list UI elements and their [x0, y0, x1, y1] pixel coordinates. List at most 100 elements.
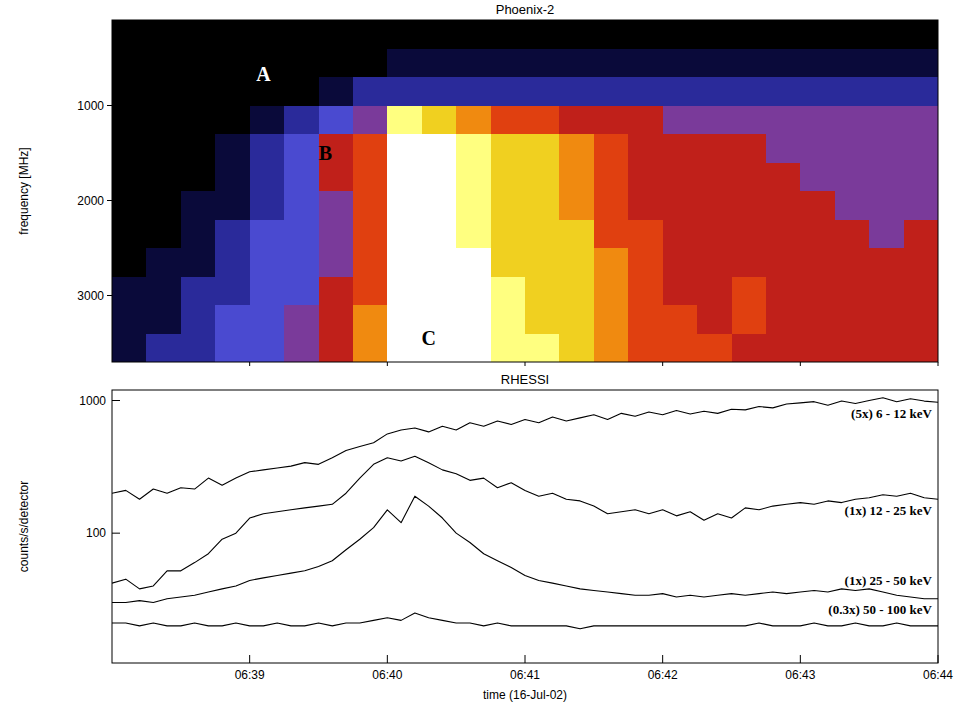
heatmap-cell — [491, 334, 526, 363]
heatmap-cell — [559, 248, 594, 277]
heatmap-cell — [869, 248, 904, 277]
heatmap-cell — [491, 49, 526, 78]
heatmap-cell — [112, 277, 147, 306]
heatmap-cell — [491, 163, 526, 192]
plot-background — [112, 20, 938, 362]
heatmap-cell — [800, 220, 835, 249]
heatmap-cell — [628, 220, 663, 249]
heatmap-cell — [904, 77, 938, 106]
heatmap-cell — [732, 191, 767, 220]
heatmap-cell — [215, 191, 250, 220]
heatmap-cell — [284, 77, 319, 106]
heatmap-cell — [732, 20, 767, 49]
heatmap-cell — [250, 191, 285, 220]
heatmap-cell — [663, 49, 698, 78]
heatmap-cell — [559, 49, 594, 78]
heatmap-cell — [319, 191, 354, 220]
heatmap-cell — [284, 134, 319, 163]
heatmap-cell — [766, 248, 801, 277]
heatmap-cell — [319, 106, 354, 135]
heatmap-cell — [904, 163, 938, 192]
heatmap-cell — [904, 106, 938, 135]
heatmap-cell — [353, 163, 388, 192]
heatmap-cell — [215, 220, 250, 249]
y-tick-label: 1000 — [77, 99, 104, 113]
x-tick — [387, 655, 388, 663]
heatmap-cell — [800, 106, 835, 135]
heatmap-cell — [697, 106, 732, 135]
heatmap-cell — [732, 49, 767, 78]
annotation: A — [256, 63, 271, 85]
heatmap-cell — [250, 248, 285, 277]
heatmap-cell — [697, 163, 732, 192]
x-tick — [387, 362, 388, 366]
heatmap-cell — [456, 163, 491, 192]
heatmap-cell — [112, 134, 147, 163]
x-tick — [249, 362, 250, 366]
heatmap-cell — [250, 334, 285, 363]
series-label-group: (1x) 12 - 25 keV — [843, 503, 935, 518]
heatmap-cell — [594, 334, 629, 363]
heatmap-cell — [559, 77, 594, 106]
heatmap-cell — [835, 163, 870, 192]
heatmap-cell — [284, 163, 319, 192]
heatmap-cell — [904, 191, 938, 220]
heatmap-cell — [525, 77, 560, 106]
heatmap-cell — [525, 49, 560, 78]
heatmap-cell — [181, 163, 216, 192]
heatmap-cell — [869, 77, 904, 106]
series-label-group: (5x) 6 - 12 keV — [849, 406, 934, 421]
heatmap-cell — [800, 134, 835, 163]
heatmap-cell — [181, 305, 216, 334]
heatmap-cell — [319, 134, 354, 163]
series-label: (1x) 12 - 25 keV — [845, 503, 933, 518]
x-tick-label: 06:41 — [510, 668, 540, 682]
label-background — [826, 602, 934, 617]
heatmap-cell — [181, 248, 216, 277]
heatmap-cell — [456, 220, 491, 249]
x-tick-label: 06:39 — [235, 668, 265, 682]
heatmap-cell — [628, 334, 663, 363]
heatmap-cell — [663, 220, 698, 249]
heatmap-cell — [284, 49, 319, 78]
heatmap-cell — [112, 106, 147, 135]
heatmap-cell — [835, 20, 870, 49]
series-line — [112, 613, 938, 629]
heatmap-cell — [112, 77, 147, 106]
heatmap-cell — [491, 220, 526, 249]
heatmap-cell — [835, 277, 870, 306]
heatmap-cell — [628, 277, 663, 306]
heatmap-cell — [766, 220, 801, 249]
heatmap-cell — [628, 305, 663, 334]
heatmap-cell — [319, 277, 354, 306]
series-line — [112, 398, 938, 500]
heatmap-cell — [697, 248, 732, 277]
label-background — [843, 503, 935, 518]
heatmap-cell — [835, 334, 870, 363]
heatmap-cell — [181, 191, 216, 220]
heatmap-cell — [559, 334, 594, 363]
heatmap-cell — [835, 305, 870, 334]
heatmap-cell — [284, 191, 319, 220]
heatmap-cell — [387, 334, 422, 363]
x-tick — [525, 362, 526, 366]
heatmap-cell — [215, 49, 250, 78]
heatmap-cell — [697, 220, 732, 249]
heatmap-cell — [146, 77, 181, 106]
heatmap-cell — [663, 77, 698, 106]
heatmap-cell — [697, 134, 732, 163]
heatmap-cell — [456, 191, 491, 220]
heatmap-cell — [559, 277, 594, 306]
heatmap-cell — [697, 334, 732, 363]
y-tick-label: 100 — [86, 526, 106, 540]
heatmap-cell — [112, 20, 147, 49]
heatmap-cell — [525, 220, 560, 249]
heatmap-cell — [663, 163, 698, 192]
heatmap-cell — [594, 77, 629, 106]
heatmap-cell — [835, 134, 870, 163]
heatmap-cell — [800, 163, 835, 192]
series-label: (1x) 25 - 50 keV — [845, 573, 933, 588]
heatmap-cell — [594, 248, 629, 277]
y-tick-label: 3000 — [77, 289, 104, 303]
lines — [112, 398, 938, 629]
